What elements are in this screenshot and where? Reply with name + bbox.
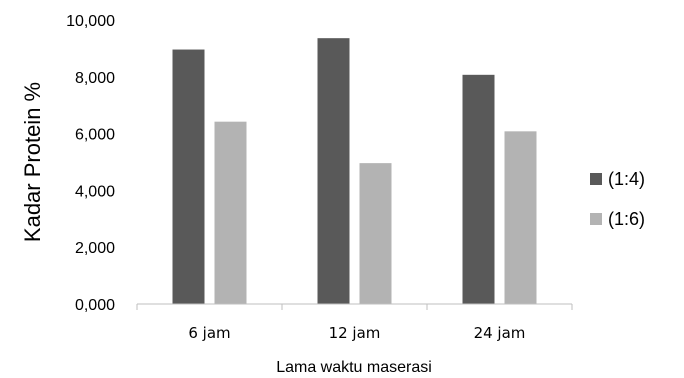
y-axis-title: Kadar Protein % — [20, 82, 45, 242]
plot-bars — [172, 38, 537, 305]
bar-series-2 — [504, 131, 537, 304]
x-axis-title: Lama waktu maserasi — [276, 359, 432, 376]
y-tick-label: 0,000 — [75, 297, 115, 314]
y-tick-label: 10,000 — [66, 13, 115, 30]
category-labels: 6 jam 12 jam 24 jam — [188, 324, 525, 342]
legend-label: (1:6) — [608, 209, 645, 229]
y-tick-label: 6,000 — [75, 127, 115, 144]
category-label: 12 jam — [329, 324, 381, 342]
legend-swatch — [590, 173, 602, 185]
y-tick-label: 4,000 — [75, 183, 115, 200]
bar-series-2 — [214, 121, 247, 304]
y-axis-ticks: 0,000 2,000 4,000 6,000 8,000 10,000 — [66, 13, 115, 314]
bar-series-1 — [172, 49, 205, 305]
bar-series-2 — [359, 163, 392, 304]
category-label: 24 jam — [474, 324, 526, 342]
category-label: 6 jam — [188, 324, 230, 342]
y-tick-label: 8,000 — [75, 70, 115, 87]
y-tick-label: 2,000 — [75, 240, 115, 257]
legend-swatch — [590, 213, 602, 225]
bar-series-1 — [462, 74, 495, 304]
legend-label: (1:4) — [608, 169, 645, 189]
legend: (1:4) (1:6) — [590, 169, 645, 229]
bar-series-1 — [317, 38, 350, 305]
x-axis-ticks — [136, 304, 573, 310]
